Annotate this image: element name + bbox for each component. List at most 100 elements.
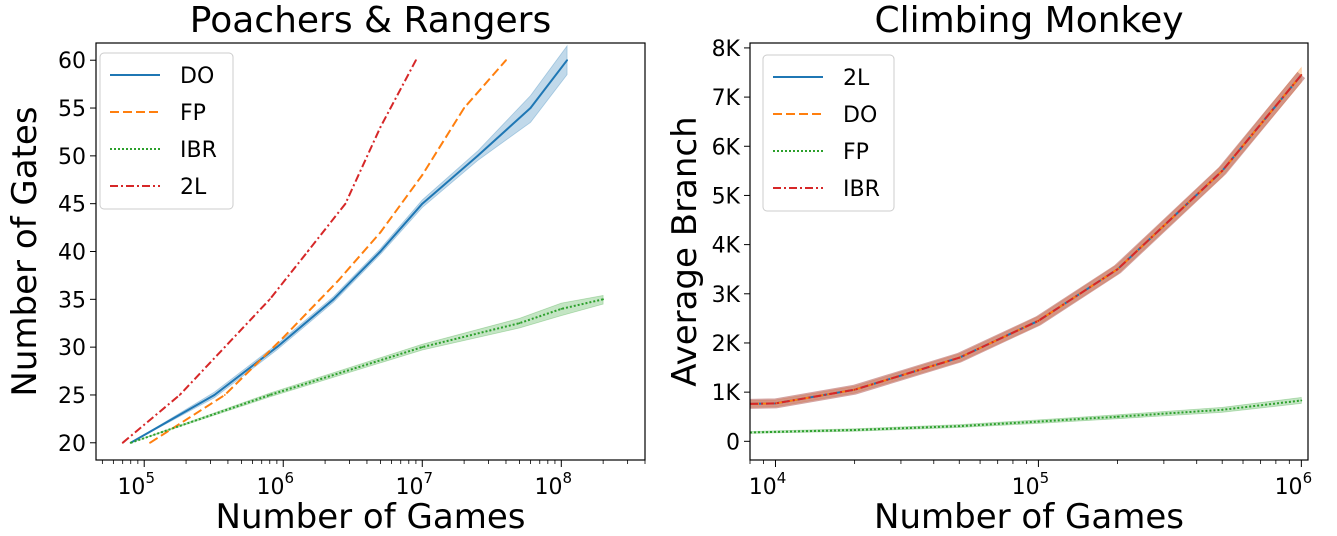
chart1-y-tick-label: 3K bbox=[712, 283, 741, 308]
chart1-point-ibr bbox=[1116, 268, 1119, 271]
chart0-point-do bbox=[529, 107, 532, 109]
chart1-legend-label: DO bbox=[843, 103, 877, 128]
chart0-legend-label: 2L bbox=[180, 175, 207, 200]
chart0-point-ibr bbox=[129, 441, 132, 444]
chart0-point-do bbox=[566, 59, 568, 62]
chart1-y-tick-label: 5K bbox=[712, 184, 741, 209]
chart1-legend-label: FP bbox=[843, 140, 869, 165]
chart1-point-fp bbox=[958, 425, 961, 427]
tick-exponent: 4 bbox=[777, 469, 787, 487]
chart0-point-fp bbox=[337, 279, 340, 282]
tick-exponent: 6 bbox=[284, 469, 294, 487]
chart1-line-ibr bbox=[750, 74, 1303, 405]
chart0-panel: Poachers & Rangers Number of Games Number … bbox=[5, 0, 646, 536]
chart0-y-tick-label: 55 bbox=[58, 97, 86, 122]
chart0-point-2l bbox=[379, 126, 382, 129]
chart0-legend-box bbox=[99, 52, 234, 210]
chart0-y-tick-label: 50 bbox=[58, 145, 86, 170]
chart1-y-tick-label: 6K bbox=[712, 135, 741, 160]
chart0-plot-area bbox=[121, 44, 604, 444]
chart1-point-ibr bbox=[853, 388, 856, 391]
chart1-y-tick-label: 1K bbox=[712, 381, 741, 406]
chart1-plot-area bbox=[750, 66, 1306, 434]
tick-exponent: 5 bbox=[1040, 469, 1050, 487]
chart0-point-fp bbox=[149, 441, 151, 444]
chart0-point-2l bbox=[121, 441, 124, 444]
chart1-legend: 2L DO FP IBR bbox=[762, 54, 895, 212]
chart0-point-do bbox=[213, 394, 216, 396]
chart0-point-do bbox=[476, 155, 479, 157]
tick-base: 10 bbox=[117, 475, 145, 500]
chart1-y-tick-label: 7K bbox=[712, 86, 741, 111]
chart0-legend-label: IBR bbox=[180, 138, 217, 163]
chart1-legend-label: 2L bbox=[843, 66, 870, 91]
chart1-point-fp bbox=[1300, 399, 1303, 402]
chart0-y-tick-label: 20 bbox=[58, 432, 86, 457]
chart0-point-ibr bbox=[268, 394, 271, 396]
chart1-point-fp bbox=[853, 429, 856, 431]
chart0-title: Poachers & Rangers bbox=[190, 0, 551, 41]
chart1-title: Climbing Monkey bbox=[874, 0, 1183, 41]
tick-exponent: 5 bbox=[145, 469, 155, 487]
tick-base: 10 bbox=[749, 475, 777, 500]
chart0-point-fp bbox=[379, 231, 382, 234]
chart1-frame bbox=[749, 42, 1309, 461]
chart0-point-fp bbox=[505, 59, 507, 62]
chart0-point-fp bbox=[223, 394, 226, 396]
chart1-band-fp bbox=[750, 397, 1302, 434]
tick-exponent: 8 bbox=[563, 469, 573, 487]
chart1-point-ibr bbox=[958, 356, 961, 359]
chart0-x-tick-label: 105 bbox=[117, 469, 155, 500]
chart0-x-axis-label: Number of Games bbox=[216, 497, 526, 536]
chart1-x-tick-label: 104 bbox=[749, 469, 787, 500]
chart1-x-tick-label: 106 bbox=[1275, 469, 1313, 500]
chart1-x-tick-label: 105 bbox=[1012, 469, 1050, 500]
chart0-y-tick-label: 25 bbox=[58, 384, 86, 409]
tick-exponent: 7 bbox=[423, 469, 433, 487]
chart0-point-2l bbox=[306, 250, 309, 253]
chart0-point-ibr bbox=[560, 308, 563, 310]
chart0-y-tick-label: 30 bbox=[58, 336, 86, 361]
chart0-point-2l bbox=[178, 394, 181, 396]
chart0-legend: DO FP IBR 2L bbox=[99, 52, 234, 210]
chart0-y-tick-label: 45 bbox=[58, 193, 86, 218]
chart0-y-axis-label: Number of Gates bbox=[5, 106, 45, 396]
chart1-x-axis-label: Number of Games bbox=[874, 497, 1184, 536]
tick-exponent: 6 bbox=[1303, 469, 1313, 487]
chart0-x-tick-label: 106 bbox=[256, 469, 294, 500]
chart0-x-tick-label: 107 bbox=[395, 469, 433, 500]
chart1-legend-label: IBR bbox=[843, 177, 880, 202]
chart0-line-2l bbox=[122, 59, 417, 444]
chart1-line-fp bbox=[750, 399, 1302, 434]
tick-base: 10 bbox=[535, 475, 563, 500]
chart1-point-ibr bbox=[1037, 319, 1040, 322]
chart0-point-do bbox=[276, 346, 278, 348]
chart0-frame bbox=[95, 42, 646, 461]
chart1-point-ibr bbox=[774, 402, 777, 405]
chart1-point-fp bbox=[1037, 420, 1040, 423]
chart0-y-tick-label: 60 bbox=[58, 49, 86, 74]
chart0-legend-label: FP bbox=[180, 101, 206, 126]
chart1-point-ibr bbox=[1221, 170, 1224, 172]
chart0-line-fp bbox=[149, 59, 507, 444]
chart0-y-tick-label: 40 bbox=[58, 241, 86, 266]
chart0-point-ibr bbox=[518, 322, 521, 325]
chart1-y-tick-label: 0 bbox=[726, 430, 740, 455]
chart0-point-do bbox=[332, 298, 335, 301]
chart1-point-fp bbox=[1221, 408, 1224, 411]
chart1-panel: Climbing Monkey Number of Games Average Br… bbox=[665, 0, 1312, 536]
chart0-point-2l bbox=[268, 298, 271, 301]
chart0-point-2l bbox=[415, 59, 417, 62]
chart0-y-tick-label: 35 bbox=[58, 288, 86, 313]
chart0-point-2l bbox=[344, 202, 347, 205]
chart0-point-do bbox=[421, 202, 424, 205]
chart1-y-axis-label: Average Branch bbox=[665, 116, 705, 386]
tick-base: 10 bbox=[395, 475, 423, 500]
chart1-point-fp bbox=[1116, 415, 1119, 418]
chart0-point-ibr bbox=[602, 298, 604, 301]
chart0-band-ibr bbox=[130, 295, 604, 444]
tick-base: 10 bbox=[256, 475, 284, 500]
tick-base: 10 bbox=[1012, 475, 1040, 500]
chart0-point-do bbox=[379, 250, 382, 253]
